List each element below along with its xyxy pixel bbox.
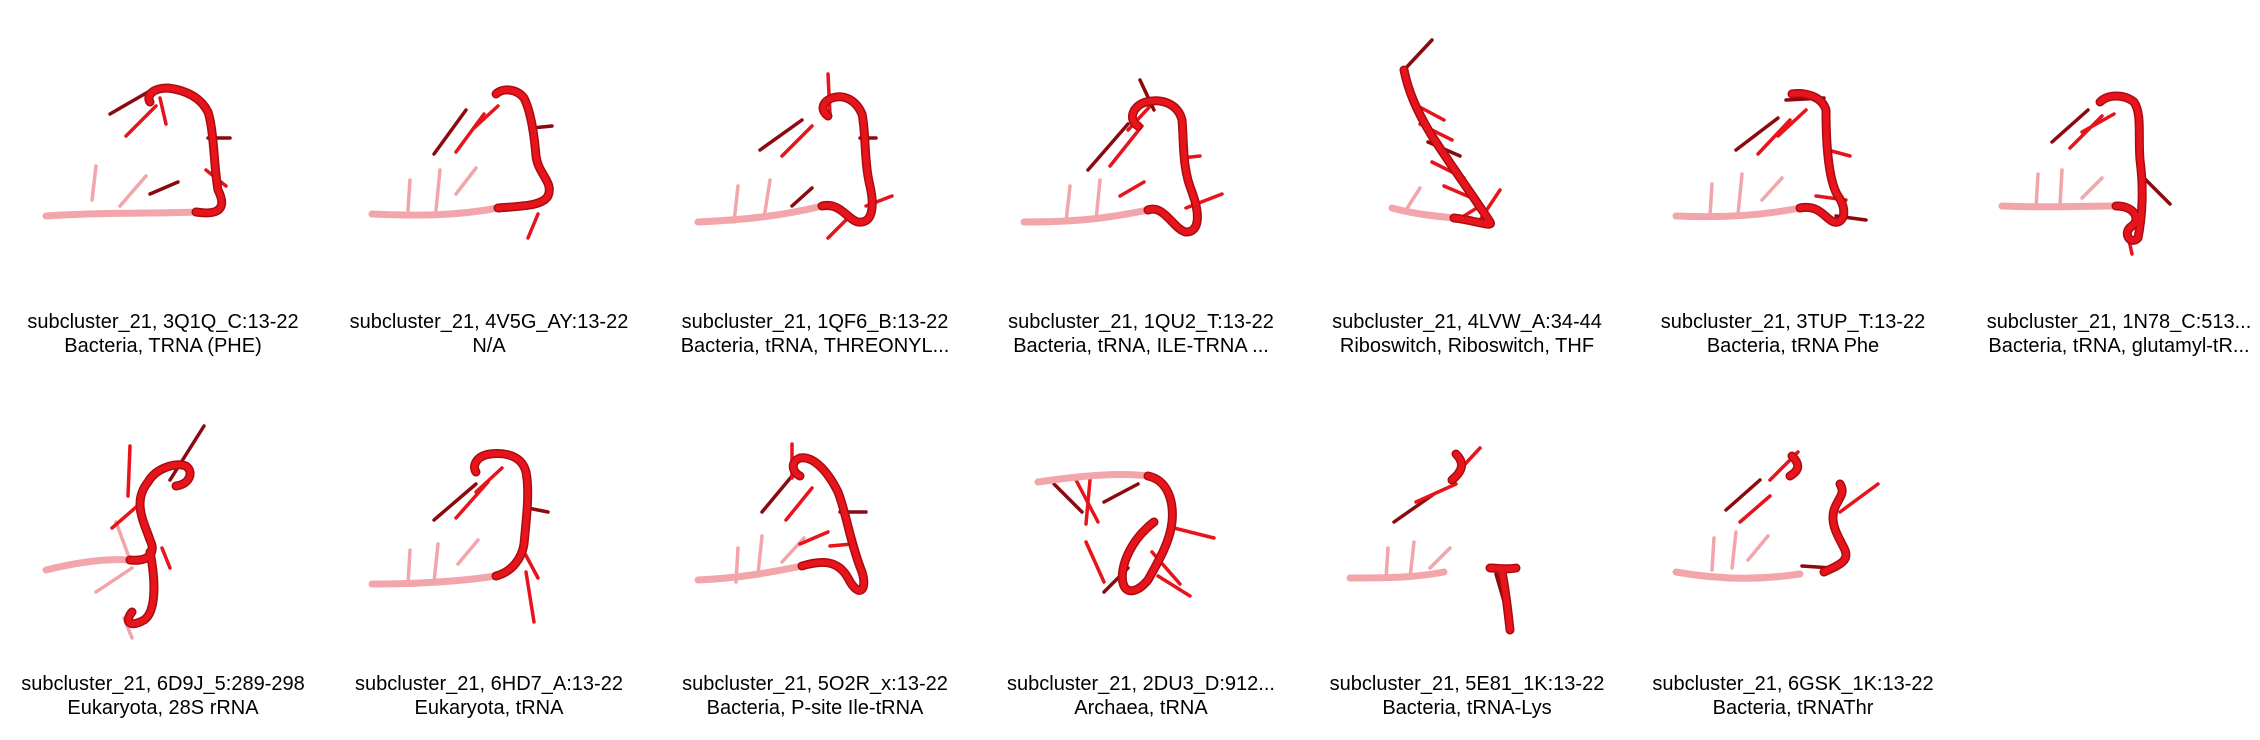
structure-tile[interactable]: subcluster_21, 5O2R_x:13-22 Bacteria, P-s…: [652, 372, 978, 732]
rna-structure-render: [1672, 450, 1880, 582]
structure-title: subcluster_21, 5O2R_x:13-22: [682, 673, 948, 695]
structure-tile[interactable]: subcluster_21, 4LVW_A:34-44 Riboswitch, R…: [1304, 10, 1630, 370]
structure-title: subcluster_21, 1QF6_B:13-22: [681, 311, 949, 333]
structure-subtitle: Bacteria, tRNA, glutamyl-tR...: [1988, 335, 2250, 357]
structure-subtitle: Eukaryota, 28S rRNA: [67, 697, 259, 719]
structure-tile[interactable]: subcluster_21, 3Q1Q_C:13-22 Bacteria, TRN…: [0, 10, 326, 370]
structure-subtitle: N/A: [472, 335, 506, 357]
structure-subtitle: Eukaryota, tRNA: [414, 697, 564, 719]
structure-tile[interactable]: subcluster_21, 3TUP_T:13-22 Bacteria, tRN…: [1630, 10, 1956, 370]
rna-structure-render: [368, 85, 554, 240]
rna-structure-render: [1998, 91, 2172, 256]
structure-tile[interactable]: subcluster_21, 6D9J_5:289-298 Eukaryota, …: [0, 372, 326, 732]
structure-tile[interactable]: subcluster_21, 1N78_C:513... Bacteria, tR…: [1956, 10, 2260, 370]
structure-tile[interactable]: subcluster_21, 5E81_1K:13-22 Bacteria, tR…: [1304, 372, 1630, 732]
structure-tile[interactable]: subcluster_21, 6HD7_A:13-22 Eukaryota, tR…: [326, 372, 652, 732]
structure-tile[interactable]: subcluster_21, 1QU2_T:13-22 Bacteria, tRN…: [978, 10, 1304, 370]
rna-structure-render: [694, 442, 869, 595]
structure-subtitle: Bacteria, tRNA, ILE-TRNA ...: [1013, 335, 1269, 357]
structure-subtitle: Archaea, tRNA: [1074, 697, 1208, 719]
structure-title: subcluster_21, 3Q1Q_C:13-22: [27, 311, 299, 333]
rna-structure-render: [1346, 446, 1521, 635]
structure-tile[interactable]: subcluster_21, 6GSK_1K:13-22 Bacteria, tR…: [1630, 372, 1956, 732]
structure-subtitle: Bacteria, tRNA, THREONYL...: [680, 335, 950, 357]
structure-tile[interactable]: subcluster_21, 2DU3_D:912... Archaea, tRN…: [978, 372, 1304, 732]
rna-structure-render: [368, 449, 550, 624]
structure-subtitle: Bacteria, tRNA-Lys: [1382, 697, 1552, 719]
rna-structure-render: [1672, 89, 1868, 227]
structure-title: subcluster_21, 6GSK_1K:13-22: [1652, 673, 1934, 695]
structure-title: subcluster_21, 2DU3_D:912...: [1007, 673, 1275, 695]
structure-subtitle: Bacteria, tRNAThr: [1712, 697, 1874, 719]
structure-tile[interactable]: subcluster_21, 1QF6_B:13-22 Bacteria, tRN…: [652, 10, 978, 370]
rna-structure-render: [1020, 78, 1224, 237]
structure-title: subcluster_21, 6D9J_5:289-298: [21, 673, 305, 695]
rna-structure-render: [1388, 38, 1502, 229]
rna-structure-render: [42, 83, 232, 220]
structure-title: subcluster_21, 4V5G_AY:13-22: [349, 311, 629, 333]
rna-structure-render: [1034, 470, 1216, 598]
structure-title: subcluster_21, 5E81_1K:13-22: [1329, 673, 1605, 695]
structure-title: subcluster_21, 3TUP_T:13-22: [1660, 311, 1926, 333]
structure-title: subcluster_21, 1QU2_T:13-22: [1008, 311, 1274, 333]
structure-title: subcluster_21, 6HD7_A:13-22: [355, 673, 623, 695]
structure-title: subcluster_21, 1N78_C:513...: [1986, 311, 2252, 333]
rna-structure-render: [42, 424, 206, 640]
structure-tile[interactable]: subcluster_21, 4V5G_AY:13-22 N/A: [326, 10, 652, 370]
structure-subtitle: Bacteria, tRNA Phe: [1706, 335, 1880, 357]
structure-subtitle: Riboswitch, Riboswitch, THF: [1339, 335, 1595, 357]
structure-title: subcluster_21, 4LVW_A:34-44: [1332, 311, 1602, 333]
structure-subtitle: Bacteria, TRNA (PHE): [64, 335, 262, 357]
rna-structure-render: [694, 72, 894, 240]
structure-subtitle: Bacteria, P-site Ile-tRNA: [706, 697, 924, 719]
